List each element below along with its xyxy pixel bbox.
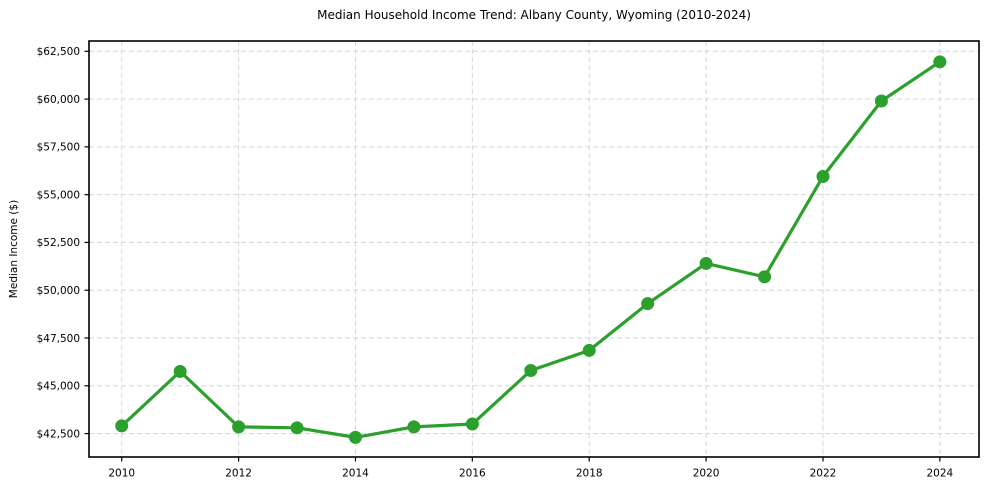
- y-tick-label: $55,000: [37, 189, 80, 201]
- x-tick-label: 2018: [576, 468, 603, 480]
- data-point-2023: [874, 94, 888, 108]
- data-point-2018: [582, 343, 596, 357]
- y-tick-label: $62,500: [37, 46, 80, 58]
- data-point-2024: [933, 55, 947, 69]
- x-tick-label: 2014: [342, 468, 369, 480]
- data-point-2015: [407, 420, 421, 434]
- x-tick-label: 2020: [693, 468, 720, 480]
- x-tick-label: 2010: [108, 468, 135, 480]
- data-point-2012: [232, 420, 246, 434]
- y-tick-label: $47,500: [37, 333, 80, 345]
- data-point-2013: [290, 421, 304, 435]
- y-tick-label: $52,500: [37, 237, 80, 249]
- income-trend-line: [120, 60, 942, 439]
- y-tick-label: $42,500: [37, 428, 80, 440]
- data-point-2019: [641, 297, 655, 311]
- data-point-2011: [173, 364, 187, 378]
- data-point-2021: [758, 270, 772, 284]
- data-point-2010: [115, 419, 129, 433]
- chart-title: Median Household Income Trend: Albany Co…: [317, 8, 751, 22]
- data-point-2017: [524, 363, 538, 377]
- y-tick-label: $50,000: [37, 285, 80, 297]
- data-point-2016: [465, 417, 479, 431]
- data-point-2020: [699, 256, 713, 270]
- y-tick-label: $45,000: [37, 381, 80, 393]
- x-tick-label: 2022: [810, 468, 837, 480]
- y-tick-label: $57,500: [37, 142, 80, 154]
- x-tick-label: 2016: [459, 468, 486, 480]
- data-point-2022: [816, 169, 830, 183]
- data-point-2014: [348, 430, 362, 444]
- plot-border: [88, 40, 980, 458]
- x-tick-label: 2012: [225, 468, 252, 480]
- x-tick-label: 2024: [926, 468, 953, 480]
- y-tick-label: $60,000: [37, 94, 80, 106]
